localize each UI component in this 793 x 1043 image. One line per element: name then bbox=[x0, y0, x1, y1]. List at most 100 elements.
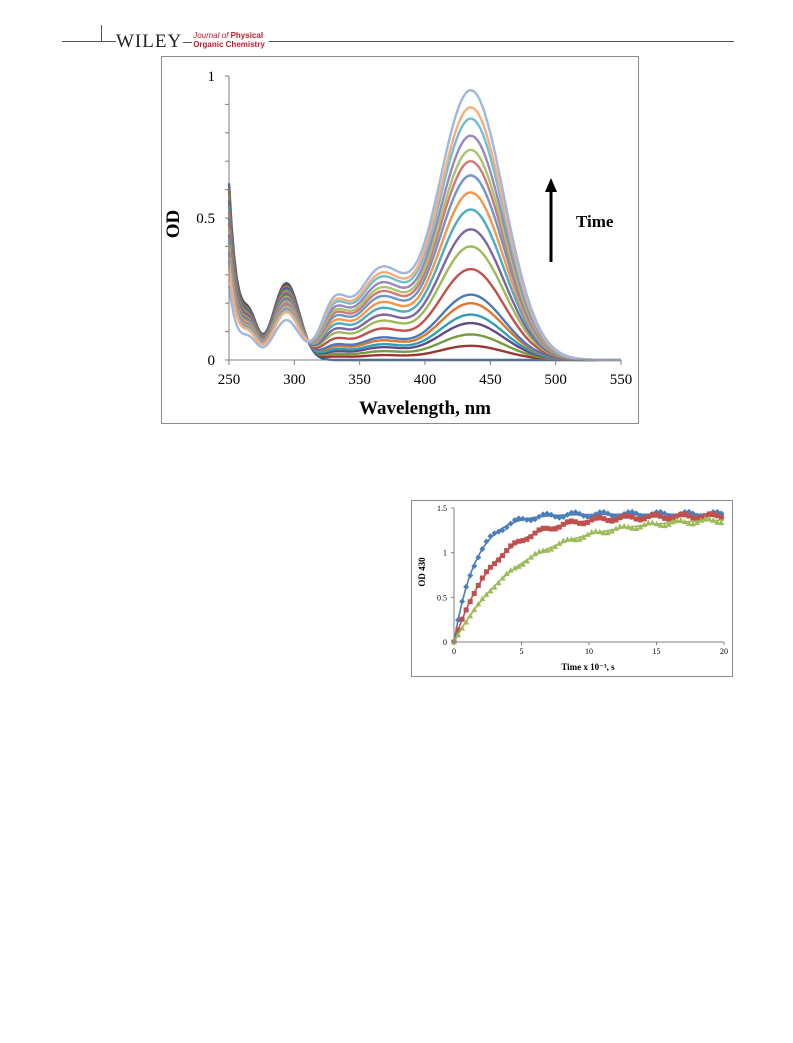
data-point-triangle bbox=[653, 520, 660, 527]
data-point-square bbox=[475, 582, 481, 588]
data-point-square bbox=[459, 616, 465, 622]
y-axis-label: OD 430 bbox=[417, 557, 427, 587]
data-point-triangle bbox=[694, 519, 700, 525]
data-point-triangle bbox=[487, 587, 494, 594]
data-point-diamond bbox=[459, 598, 466, 605]
y-axis-label: OD bbox=[163, 210, 184, 239]
data-point-square bbox=[589, 517, 595, 523]
logo-dash bbox=[183, 42, 193, 43]
x-tick-label: 0 bbox=[452, 647, 456, 656]
y-tick-label: 1.5 bbox=[437, 504, 447, 513]
data-point-triangle bbox=[685, 520, 692, 526]
data-point-square bbox=[581, 521, 587, 527]
data-point-triangle bbox=[483, 591, 490, 597]
data-point-triangle bbox=[532, 550, 538, 557]
data-point-square bbox=[512, 540, 518, 546]
data-point-square bbox=[597, 514, 603, 520]
x-tick-label: 20 bbox=[720, 647, 728, 656]
data-point-triangle bbox=[491, 584, 498, 590]
journal-title-line1: Physical bbox=[230, 31, 264, 40]
data-point-triangle bbox=[669, 518, 676, 525]
data-point-square bbox=[479, 575, 485, 581]
data-point-square bbox=[483, 569, 489, 575]
data-point-triangle bbox=[661, 522, 668, 529]
data-point-triangle bbox=[556, 540, 563, 546]
data-point-triangle bbox=[710, 517, 717, 523]
data-point-square bbox=[674, 513, 680, 519]
x-axis-label: Wavelength, nm bbox=[359, 398, 491, 419]
x-tick-label: 550 bbox=[610, 372, 633, 388]
data-point-square bbox=[601, 516, 607, 522]
axes: 250 300 350 400 450 500 550 0 0.5 1 bbox=[196, 69, 632, 388]
data-point-triangle bbox=[718, 519, 725, 526]
data-point-triangle bbox=[511, 565, 518, 571]
data-point-diamond bbox=[604, 510, 611, 517]
data-point-triangle bbox=[475, 600, 482, 607]
data-point-triangle bbox=[560, 537, 567, 544]
data-point-diamond bbox=[633, 510, 640, 517]
time-arrow bbox=[545, 178, 557, 262]
data-point-diamond bbox=[455, 616, 462, 623]
data-point-triangle bbox=[629, 525, 636, 531]
data-point-square bbox=[686, 513, 692, 519]
data-point-diamond bbox=[483, 538, 490, 545]
data-point-square bbox=[552, 526, 558, 532]
data-point-triangle bbox=[608, 528, 615, 534]
y-tick-label: 0.5 bbox=[437, 593, 447, 602]
data-point-triangle bbox=[499, 574, 506, 581]
data-point-triangle bbox=[459, 625, 466, 631]
chart-frame bbox=[161, 56, 639, 424]
data-point-square bbox=[613, 517, 619, 523]
data-point-square bbox=[536, 527, 542, 533]
data-point-square bbox=[532, 530, 538, 536]
data-point-triangle bbox=[580, 534, 587, 540]
data-point-triangle bbox=[698, 517, 705, 523]
y-tick-label: 1 bbox=[443, 549, 447, 558]
data-point-triangle bbox=[467, 612, 474, 619]
data-point-diamond bbox=[499, 527, 506, 534]
x-axis-label: Time x 10⁻³, s bbox=[561, 662, 615, 672]
data-point-square bbox=[508, 543, 514, 549]
data-point-diamond bbox=[556, 514, 563, 521]
time-annotation: Time bbox=[576, 212, 614, 231]
data-point-diamond bbox=[714, 508, 721, 515]
data-point-square bbox=[544, 525, 550, 531]
x-tick-label: 5 bbox=[520, 647, 524, 656]
data-point-triangle bbox=[617, 523, 624, 529]
data-point-triangle bbox=[637, 523, 644, 530]
data-point-square bbox=[641, 516, 647, 522]
data-point-triangle bbox=[702, 515, 709, 522]
data-point-square bbox=[577, 520, 583, 526]
data-point-triangle bbox=[657, 522, 664, 528]
data-point-diamond bbox=[463, 583, 470, 590]
data-point-square bbox=[658, 513, 664, 519]
data-point-square bbox=[528, 534, 534, 540]
data-point-triangle bbox=[681, 518, 688, 525]
data-point-diamond bbox=[515, 515, 522, 522]
data-point-square bbox=[540, 525, 546, 531]
data-point-diamond bbox=[532, 516, 538, 523]
data-point-diamond bbox=[685, 508, 692, 515]
data-point-triangle bbox=[613, 525, 619, 531]
publisher-name: WILEY bbox=[116, 31, 183, 52]
x-tick-label: 450 bbox=[479, 372, 502, 388]
data-point-square bbox=[621, 513, 627, 519]
journal-prefix: Journal of bbox=[193, 31, 229, 40]
data-point-square bbox=[455, 627, 461, 633]
data-point-square bbox=[568, 518, 574, 524]
data-point-triangle bbox=[621, 522, 628, 529]
y-tick-label: 0 bbox=[208, 353, 216, 369]
plot-area bbox=[227, 89, 621, 362]
data-point-square bbox=[467, 599, 473, 605]
publisher-logo: WILEY Journal of Physical Organic Chemis… bbox=[116, 27, 269, 51]
axes: 0 5 10 15 20 0 0.5 1 1.5 bbox=[437, 504, 728, 656]
data-point-square bbox=[524, 536, 530, 542]
data-point-triangle bbox=[519, 561, 526, 567]
data-point-triangle bbox=[507, 567, 514, 573]
data-point-triangle bbox=[625, 523, 632, 530]
data-point-square bbox=[690, 515, 696, 521]
data-point-triangle bbox=[714, 519, 721, 525]
data-point-triangle bbox=[706, 515, 713, 522]
data-point-square bbox=[629, 514, 635, 520]
journal-name: Journal of Physical Organic Chemistry bbox=[193, 31, 265, 49]
